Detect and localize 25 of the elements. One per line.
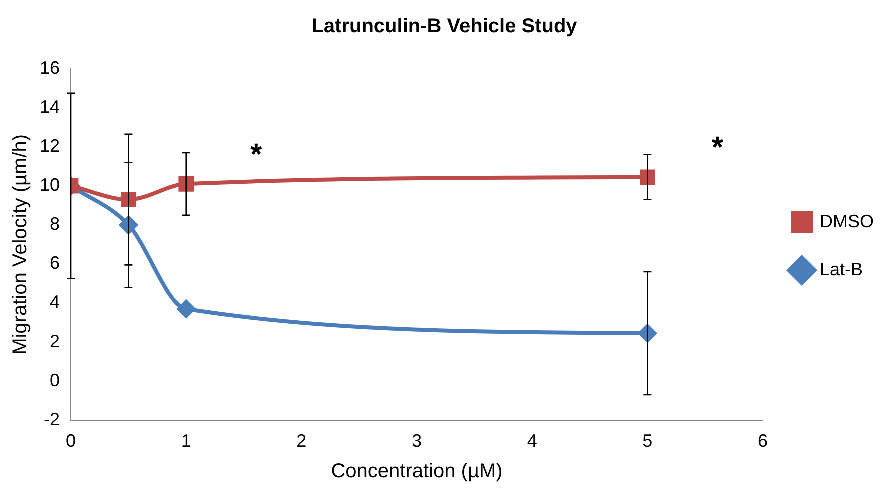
legend-label: Lat-B <box>820 259 864 280</box>
x-tick-label: 0 <box>66 431 76 452</box>
x-tick-label: 2 <box>296 431 307 452</box>
x-tick-label: 6 <box>758 431 768 452</box>
x-axis-title: Concentration (µM) <box>331 460 503 483</box>
y-tick-label: 2 <box>50 331 60 352</box>
annotation: * <box>250 138 263 172</box>
x-tick-label: 4 <box>527 431 538 452</box>
y-tick-label: 12 <box>40 136 60 156</box>
y-tick-label: 8 <box>50 214 60 234</box>
y-tick-label: 10 <box>40 175 60 196</box>
legend-label: DMSO <box>820 211 874 232</box>
point <box>177 300 196 318</box>
y-tick-label: 0 <box>50 370 60 390</box>
y-tick-label: 6 <box>50 253 60 274</box>
y-tick-label: 16 <box>40 58 60 78</box>
x-tick-label: 3 <box>412 431 422 452</box>
annotation: * <box>712 132 724 165</box>
y-tick-label: 14 <box>40 97 60 118</box>
x-tick-label: 1 <box>181 431 192 452</box>
y-tick-label: -2 <box>44 409 60 430</box>
y-tick-label: 4 <box>50 292 60 312</box>
chart-title: Latrunculin-B Vehicle Study <box>312 16 578 38</box>
y-axis-title: Migration Velocity (µm/h) <box>10 134 32 355</box>
x-tick-label: 5 <box>642 431 653 452</box>
